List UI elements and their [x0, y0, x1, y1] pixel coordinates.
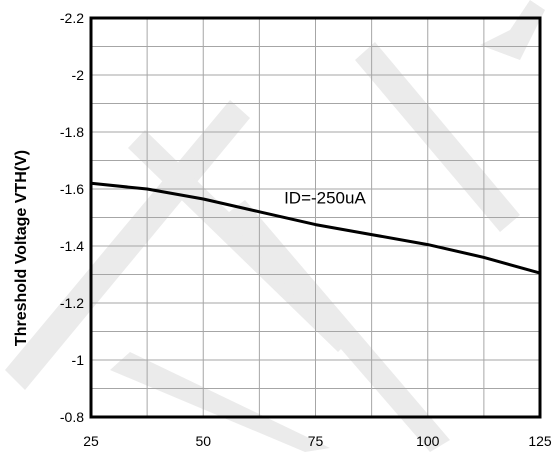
grid-lines — [91, 18, 540, 417]
x-tick-label: 125 — [528, 433, 552, 449]
watermark — [5, 0, 545, 452]
y-axis-label: Threshold Voltage VTH(V) — [13, 150, 30, 346]
x-tick-label: 25 — [83, 433, 99, 449]
y-tick-label: -1 — [72, 352, 85, 368]
series-annotation: ID=-250uA — [284, 189, 366, 208]
y-tick-label: -0.8 — [60, 409, 84, 425]
x-tick-label: 75 — [308, 433, 324, 449]
y-tick-label: -2.2 — [60, 10, 84, 26]
y-tick-label: -1.8 — [60, 124, 84, 140]
y-tick-label: -2 — [72, 67, 85, 83]
y-tick-label: -1.2 — [60, 295, 84, 311]
plot-frame — [89, 16, 542, 419]
y-tick-label: -1.6 — [60, 181, 84, 197]
y-tick-label: -1.4 — [60, 238, 84, 254]
x-axis-ticks: 25 50 75 100 125 — [83, 433, 552, 449]
x-tick-label: 100 — [416, 433, 440, 449]
series-line — [90, 181, 541, 275]
series-layer — [90, 181, 541, 275]
y-axis-ticks: -2.2 -2 -1.8 -1.6 -1.4 -1.2 -1 -0.8 — [60, 10, 84, 425]
x-tick-label: 50 — [195, 433, 211, 449]
